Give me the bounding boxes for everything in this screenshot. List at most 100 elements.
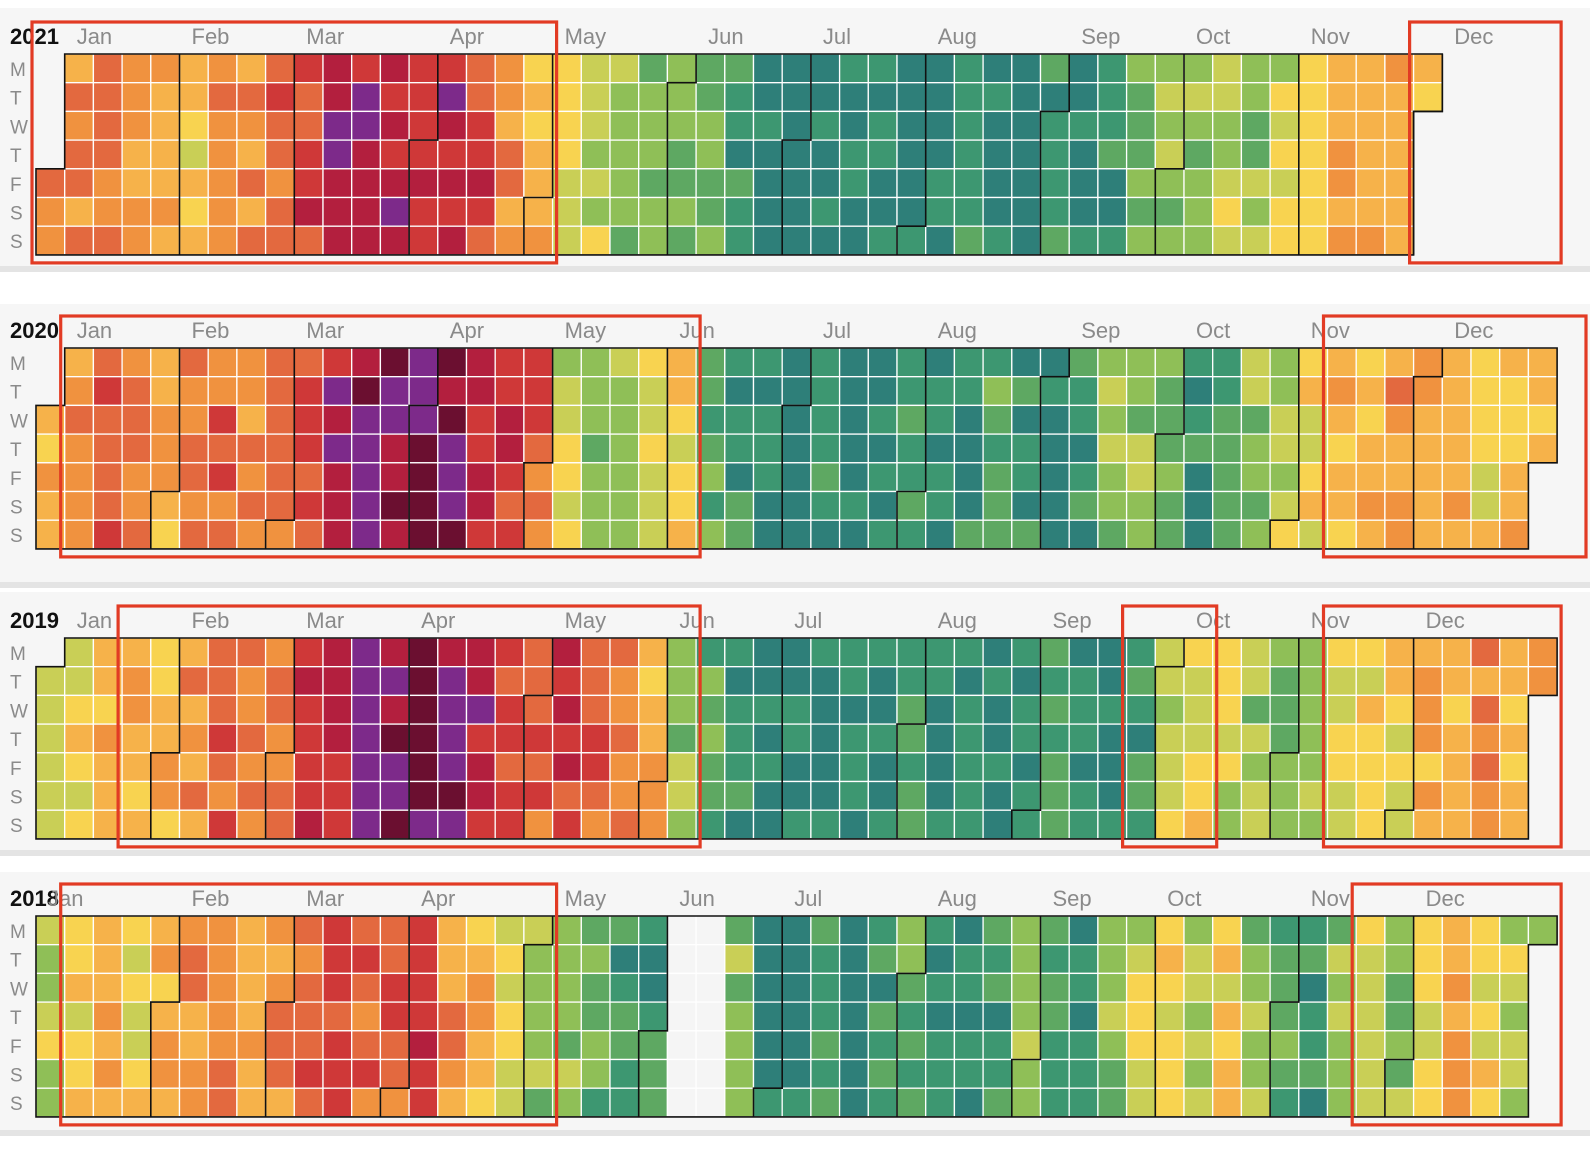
day-cell: [1212, 196, 1243, 227]
day-cell: [1240, 519, 1271, 550]
day-cell: [638, 196, 669, 227]
day-cell: [207, 694, 238, 725]
day-cell: [1326, 139, 1357, 170]
day-cell: [351, 53, 382, 84]
day-cell: [178, 752, 209, 783]
day-cell: [953, 110, 984, 141]
day-cell: [752, 915, 783, 946]
day-cell: [580, 915, 611, 946]
day-label: M: [10, 644, 26, 665]
day-cell: [1326, 82, 1357, 113]
day-cell: [1154, 519, 1185, 550]
day-cell: [494, 1001, 525, 1032]
day-cell: [437, 1087, 468, 1118]
day-cell: [1298, 110, 1329, 141]
day-cell: [781, 196, 812, 227]
day-cell: [1011, 139, 1042, 170]
day-cell: [580, 53, 611, 84]
day-cell: [953, 944, 984, 975]
day-cell: [322, 944, 353, 975]
day-cell: [666, 168, 697, 199]
day-cell: [609, 1087, 640, 1118]
day-cell: [925, 225, 956, 256]
day-cell: [810, 915, 841, 946]
day-cell: [437, 462, 468, 493]
day-cell: [236, 196, 267, 227]
day-cell: [695, 225, 726, 256]
day-cell: [1326, 490, 1357, 521]
month-label: Jun: [679, 318, 714, 343]
day-cell: [867, 433, 898, 464]
day-cell: [1011, 168, 1042, 199]
day-cell: [638, 433, 669, 464]
day-cell: [752, 752, 783, 783]
day-cell: [1183, 433, 1214, 464]
day-cell: [1039, 519, 1070, 550]
day-cell: [638, 1087, 669, 1118]
day-cell: [1412, 433, 1443, 464]
day-label: W: [10, 701, 28, 722]
day-cell: [150, 637, 181, 668]
day-cell: [351, 666, 382, 697]
day-cell: [264, 196, 295, 227]
day-cell: [437, 225, 468, 256]
day-cell: [1183, 82, 1214, 113]
day-cell: [178, 490, 209, 521]
day-cell: [523, 1087, 554, 1118]
day-cell: [953, 780, 984, 811]
day-cell: [1355, 53, 1386, 84]
day-cell: [322, 462, 353, 493]
day-cell: [178, 780, 209, 811]
month-divider: [264, 348, 296, 549]
day-cell: [982, 110, 1013, 141]
day-cell: [523, 1030, 554, 1061]
day-cell: [1212, 462, 1243, 493]
day-cell: [1068, 1030, 1099, 1061]
day-cell: [1154, 168, 1185, 199]
day-cell: [810, 1001, 841, 1032]
day-cell: [523, 752, 554, 783]
day-cell: [465, 972, 496, 1003]
day-cell: [1384, 1030, 1415, 1061]
day-cell: [1183, 944, 1214, 975]
day-cell: [695, 1087, 726, 1118]
day-cell: [982, 1001, 1013, 1032]
day-cell: [953, 1087, 984, 1118]
day-cell: [1412, 490, 1443, 521]
month-label: Oct: [1196, 24, 1230, 49]
day-cell: [580, 433, 611, 464]
day-cell: [207, 666, 238, 697]
day-cell: [494, 1087, 525, 1118]
day-cell: [264, 637, 295, 668]
day-cell: [35, 723, 66, 754]
day-cell: [1470, 666, 1501, 697]
day-cell: [150, 376, 181, 407]
day-cell: [408, 752, 439, 783]
day-cell: [523, 404, 554, 435]
day-cell: [551, 376, 582, 407]
month-label: Jun: [708, 24, 743, 49]
day-cell: [1412, 809, 1443, 840]
day-cell: [666, 1001, 697, 1032]
day-cell: [925, 490, 956, 521]
day-cell: [322, 1058, 353, 1089]
day-cell: [1125, 519, 1156, 550]
day-cell: [1212, 1058, 1243, 1089]
day-cell: [523, 666, 554, 697]
day-cell: [322, 82, 353, 113]
day-cell: [322, 404, 353, 435]
month-label: Nov: [1311, 886, 1350, 911]
day-cell: [92, 376, 123, 407]
day-cell: [896, 809, 927, 840]
day-cell: [982, 723, 1013, 754]
day-cell: [810, 637, 841, 668]
day-cell: [1125, 225, 1156, 256]
day-cell: [1269, 972, 1300, 1003]
day-cell: [666, 637, 697, 668]
day-cell: [236, 915, 267, 946]
day-cell: [1212, 225, 1243, 256]
day-cell: [1068, 637, 1099, 668]
day-cell: [1412, 376, 1443, 407]
day-cell: [293, 110, 324, 141]
day-cell: [1240, 376, 1271, 407]
